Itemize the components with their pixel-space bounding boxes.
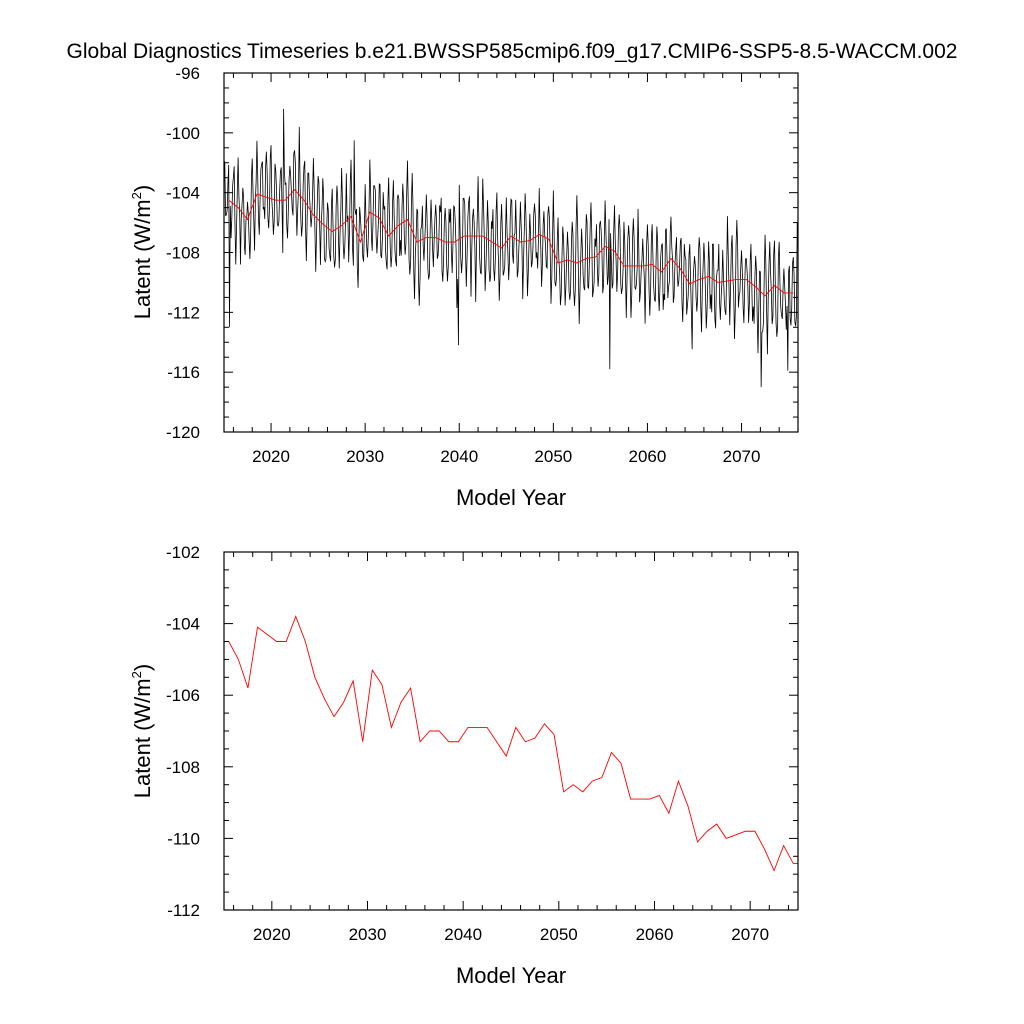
series-line-annual [228,615,798,872]
x-tick-label: 2030 [349,925,387,944]
ylabel-top-main: Latent (W/m [130,199,155,319]
x-tick-label: 2050 [540,925,578,944]
y-tick-label: -108 [166,758,200,777]
series-line-annual [228,188,794,297]
y-tick-label: -104 [166,184,200,203]
ylabel-bottom-main: Latent (W/m [130,678,155,798]
ylabel-top: Latent (W/m2) [129,185,155,319]
x-tick-label: 2060 [636,925,674,944]
ylabel-top-sup: 2 [129,192,144,199]
x-tick-label: 2060 [629,447,667,466]
x-tick-label: 2030 [346,447,384,466]
xlabel-bottom: Model Year [456,963,566,988]
ylabel-bottom-close: ) [130,664,155,671]
x-tick-label: 2070 [731,925,769,944]
y-tick-label: -104 [166,615,200,634]
x-tick-label: 2040 [444,925,482,944]
chart-title: Global Diagnostics Timeseries b.e21.BWSS… [67,40,958,63]
plot-frame-bottom [223,551,799,911]
panel-bottom: 2020 2030 2040 2050 2060 2070 -102 -104 -106 -108… [129,543,799,988]
plot-area-bottom [228,615,798,872]
y-tick-label: -108 [166,244,200,263]
y-tick-label: -100 [166,124,200,143]
x-tick-label: 2050 [534,447,572,466]
y-tick-label: -110 [167,829,200,848]
plot-area-top [224,108,798,388]
plot-frame-top [223,72,799,433]
ylabel-top-close: ) [130,185,155,192]
ylabel-bottom-sup: 2 [129,671,144,678]
ylabel-bottom: Latent (W/m2) [129,664,155,798]
x-tick-label: 2020 [252,447,290,466]
y-tick-label: -96 [175,64,200,83]
x-tick-label: 2070 [723,447,761,466]
y-tick-label: -112 [167,901,200,920]
y-tick-label: -116 [167,363,200,382]
xlabel-top: Model Year [456,485,566,510]
axis-ticks-bottom: 2020 2030 2040 2050 2060 2070 -102 -104 -106 -108… [166,543,798,944]
y-tick-label: -112 [167,303,200,322]
x-tick-label: 2040 [440,447,478,466]
x-tick-label: 2020 [253,925,291,944]
axis-ticks-top: 2020 2030 2040 2050 2060 2070 -96 -100 -104 -108 -… [166,64,799,466]
y-tick-label: -102 [166,543,200,562]
panel-top: 2020 2030 2040 2050 2060 2070 -96 -100 -104 -108 -… [129,64,799,510]
y-tick-label: -120 [166,423,200,442]
y-tick-label: -106 [166,686,200,705]
series-line-monthly [224,108,798,388]
